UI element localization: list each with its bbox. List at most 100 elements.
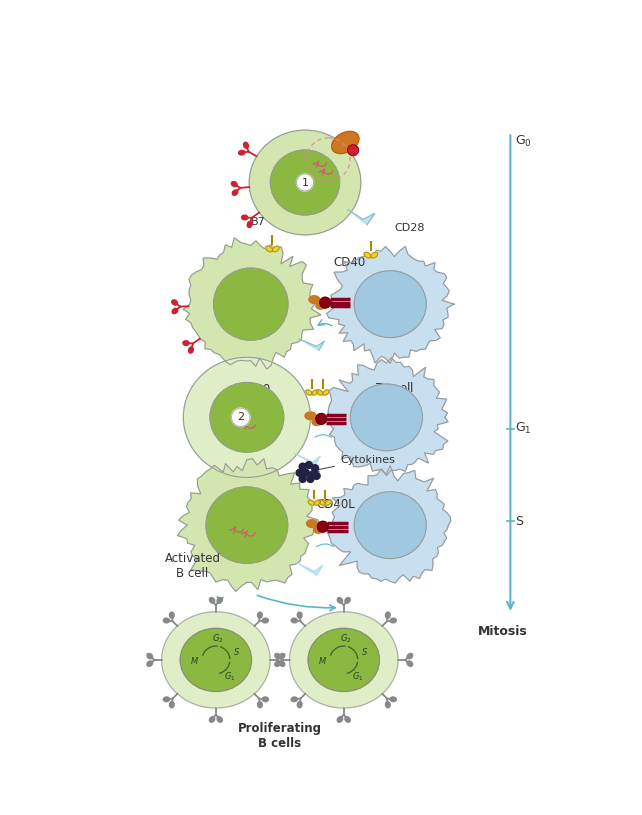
- Text: Cytokines: Cytokines: [315, 455, 395, 472]
- Ellipse shape: [279, 661, 285, 667]
- Ellipse shape: [206, 487, 288, 563]
- Text: T$_H$ cell: T$_H$ cell: [375, 381, 413, 397]
- Text: G$_1$: G$_1$: [515, 421, 532, 437]
- Ellipse shape: [345, 597, 351, 603]
- Polygon shape: [293, 453, 320, 465]
- Ellipse shape: [262, 697, 268, 702]
- Text: G$_1$: G$_1$: [224, 670, 236, 683]
- Ellipse shape: [312, 419, 321, 425]
- Circle shape: [231, 408, 250, 426]
- Ellipse shape: [407, 654, 413, 659]
- Ellipse shape: [316, 302, 325, 309]
- Ellipse shape: [385, 612, 390, 619]
- Ellipse shape: [279, 654, 285, 659]
- Circle shape: [317, 522, 328, 532]
- Circle shape: [307, 475, 314, 482]
- Ellipse shape: [337, 716, 343, 722]
- Circle shape: [311, 465, 318, 472]
- Ellipse shape: [262, 618, 268, 623]
- Ellipse shape: [169, 702, 174, 707]
- Ellipse shape: [184, 357, 311, 478]
- Ellipse shape: [364, 252, 371, 258]
- Text: CD40: CD40: [238, 384, 271, 396]
- Text: CD40: CD40: [334, 256, 366, 269]
- Circle shape: [316, 413, 327, 425]
- Ellipse shape: [257, 702, 263, 707]
- Polygon shape: [177, 459, 320, 592]
- Text: M: M: [191, 657, 198, 667]
- Ellipse shape: [354, 271, 426, 337]
- Ellipse shape: [189, 347, 193, 353]
- Ellipse shape: [354, 491, 426, 558]
- Polygon shape: [296, 562, 323, 575]
- Circle shape: [297, 174, 313, 191]
- Ellipse shape: [290, 612, 398, 708]
- Ellipse shape: [297, 702, 302, 707]
- Ellipse shape: [270, 150, 340, 215]
- Text: 2: 2: [237, 412, 244, 422]
- Circle shape: [306, 461, 313, 469]
- Polygon shape: [327, 466, 451, 583]
- Text: B7: B7: [251, 217, 266, 227]
- Ellipse shape: [272, 246, 279, 252]
- Ellipse shape: [163, 697, 169, 702]
- Ellipse shape: [163, 618, 169, 623]
- Circle shape: [299, 463, 306, 470]
- Ellipse shape: [214, 268, 288, 340]
- Ellipse shape: [147, 661, 153, 667]
- Ellipse shape: [172, 300, 177, 305]
- Ellipse shape: [249, 130, 361, 235]
- Ellipse shape: [385, 702, 390, 707]
- Text: Activated
B cell: Activated B cell: [164, 552, 221, 580]
- Ellipse shape: [232, 190, 238, 196]
- Text: S: S: [515, 515, 523, 528]
- Ellipse shape: [325, 500, 331, 505]
- Ellipse shape: [183, 341, 189, 346]
- Ellipse shape: [180, 628, 252, 691]
- Ellipse shape: [308, 500, 315, 505]
- Ellipse shape: [217, 597, 222, 603]
- Ellipse shape: [351, 384, 422, 451]
- Circle shape: [313, 473, 320, 479]
- Ellipse shape: [323, 390, 329, 395]
- Circle shape: [299, 475, 306, 482]
- Ellipse shape: [291, 697, 297, 702]
- Ellipse shape: [210, 382, 284, 452]
- Ellipse shape: [291, 618, 297, 623]
- Circle shape: [347, 145, 358, 156]
- Polygon shape: [347, 209, 375, 225]
- Text: G$_2$: G$_2$: [340, 632, 352, 645]
- Ellipse shape: [407, 661, 413, 667]
- Ellipse shape: [217, 716, 222, 722]
- Ellipse shape: [308, 628, 379, 691]
- Text: Proliferating
B cells: Proliferating B cells: [238, 721, 322, 750]
- Ellipse shape: [231, 182, 237, 187]
- Ellipse shape: [332, 131, 359, 153]
- Ellipse shape: [209, 597, 214, 603]
- Ellipse shape: [371, 252, 377, 258]
- Text: G$_0$: G$_0$: [515, 134, 532, 149]
- Ellipse shape: [266, 246, 272, 252]
- Ellipse shape: [390, 697, 396, 702]
- Polygon shape: [183, 238, 321, 369]
- Text: CD28: CD28: [394, 223, 425, 233]
- Ellipse shape: [309, 296, 320, 303]
- Text: S: S: [234, 648, 239, 657]
- Ellipse shape: [209, 716, 214, 722]
- Text: G$_2$: G$_2$: [212, 632, 223, 645]
- Ellipse shape: [306, 390, 312, 395]
- Ellipse shape: [317, 390, 323, 395]
- Ellipse shape: [305, 412, 316, 420]
- Ellipse shape: [315, 500, 320, 505]
- Ellipse shape: [390, 618, 396, 623]
- Ellipse shape: [147, 654, 153, 659]
- Ellipse shape: [239, 150, 245, 155]
- Circle shape: [302, 469, 309, 476]
- Ellipse shape: [312, 390, 318, 395]
- Ellipse shape: [306, 520, 317, 527]
- Polygon shape: [327, 246, 455, 363]
- Text: Mitosis: Mitosis: [478, 625, 528, 638]
- Ellipse shape: [345, 716, 351, 722]
- Ellipse shape: [257, 612, 263, 619]
- Ellipse shape: [247, 222, 252, 227]
